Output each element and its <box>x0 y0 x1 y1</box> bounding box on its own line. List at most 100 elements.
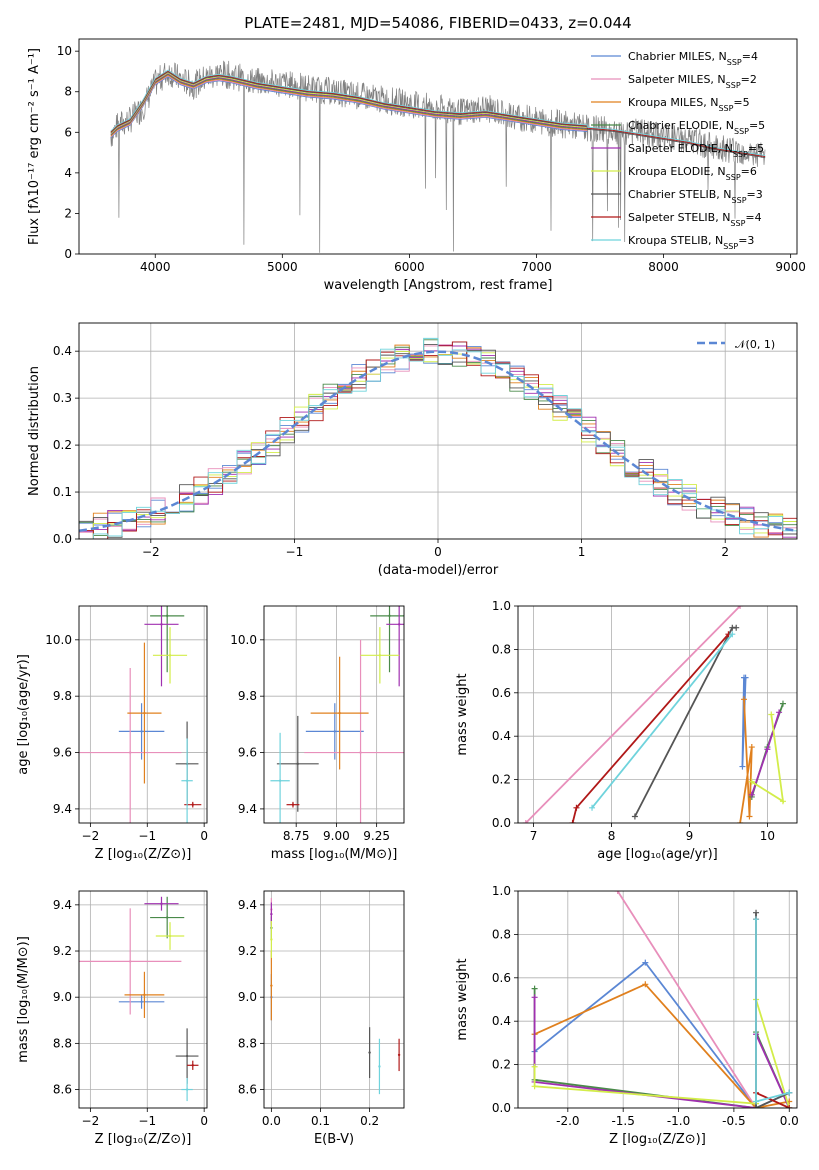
axes-frame <box>263 890 405 1109</box>
y-tick-label: 0.4 <box>53 344 72 358</box>
x-tick-label: 0 <box>200 1114 208 1128</box>
weight-marker <box>573 804 580 811</box>
legend-count: =5 <box>733 96 749 109</box>
x-tick-label: −1 <box>286 545 304 559</box>
y-tick-label: 0.2 <box>492 1058 511 1072</box>
data-point <box>165 916 169 919</box>
panel-mass-age: 8.75 9.00 9.25 9.4 9.6 9.8 10.0 mass [log₁₀(M/M… <box>230 605 405 862</box>
y-tick-label: 9.6 <box>53 746 72 760</box>
weight-line-1 <box>525 606 741 823</box>
weight-line-8 <box>755 919 790 1103</box>
x-tick-label: −2 <box>82 1114 100 1128</box>
legend-subscript: SSP <box>730 219 745 228</box>
y-tick-label: 0.4 <box>492 729 511 743</box>
y-tick-label: 9.4 <box>238 802 257 816</box>
x-tick-label: −2 <box>82 829 100 843</box>
legend-count: =5 <box>748 142 764 155</box>
data-point <box>168 654 172 657</box>
data-point <box>338 711 341 715</box>
legend-label: 𝒩(0, 1) <box>735 338 775 351</box>
weight-marker <box>776 709 783 716</box>
legend-label: Chabrier STELIB, NSSP=3 <box>628 188 763 205</box>
y-tick-label: 8.8 <box>238 1036 257 1050</box>
weight-line-1 <box>616 891 757 1108</box>
data-point <box>165 614 169 618</box>
weight-line-5 <box>533 999 791 1108</box>
y-tick-label: 9.0 <box>238 990 257 1004</box>
legend-label: Chabrier MILES, NSSP=4 <box>628 50 758 67</box>
x-tick-label: -1.5 <box>611 1114 634 1128</box>
weight-marker <box>779 700 786 707</box>
panel-age-weight: 7 8 9 10 0.0 0.2 0.4 0.6 0.8 1.0 age [log₁₀(age/yr… <box>455 599 798 862</box>
y-tick-label: 10 <box>57 44 72 58</box>
panels: Chabrier MILES, NSSP=4 Salpeter MILES, NS… <box>16 38 806 1147</box>
data-point <box>388 614 391 618</box>
x-tick-label: 6000 <box>394 260 425 274</box>
y-tick-label: 8.6 <box>53 1083 72 1097</box>
legend-subscript: SSP <box>732 196 747 205</box>
legend-subscript: SSP <box>727 58 742 67</box>
x-tick-label: −1 <box>138 829 156 843</box>
data-point <box>168 934 172 938</box>
legend-label: Salpeter STELIB, NSSP=4 <box>628 211 762 228</box>
weight-marker <box>768 711 775 718</box>
x-tick-label: 0 <box>200 829 208 843</box>
x-axis-label: Z [log₁₀(Z/Z⊙)] <box>95 847 192 862</box>
y-tick-label: 9.4 <box>238 898 257 912</box>
weight-marker <box>531 994 538 1001</box>
x-axis-label: (data-model)/error <box>378 563 499 578</box>
weight-marker <box>642 981 649 988</box>
panel-Z-weight: -2.0 -1.5 -1.0 -0.5 0.0 0.0 0.2 0.4 0.6 0.8 1.0 Z [… <box>455 884 799 1147</box>
legend-label: Kroupa MILES, NSSP=5 <box>628 96 750 113</box>
weight-marker <box>748 744 755 751</box>
y-tick-label: 1.0 <box>492 884 511 898</box>
y-axis-label: mass weight <box>455 958 470 1040</box>
y-tick-label: 0.0 <box>492 816 511 830</box>
y-tick-label: 1.0 <box>492 599 511 613</box>
weight-marker <box>753 1105 760 1108</box>
plot-area-Z-mass <box>79 891 207 1108</box>
data-point <box>191 803 194 806</box>
x-tick-label: −2 <box>142 545 160 559</box>
panel-EBV-mass: 0.0 0.1 0.2 8.6 8.8 9.0 9.2 9.4 E(B-V) <box>238 890 405 1147</box>
y-tick-label: 6 <box>64 125 72 139</box>
y-tick-label: 8 <box>64 85 72 99</box>
model-spectrum-7 <box>110 70 766 158</box>
y-tick-label: 0.8 <box>492 642 511 656</box>
data-point <box>368 1051 371 1054</box>
model-spectrum-6 <box>110 71 766 159</box>
data-point <box>140 730 143 733</box>
legend-subscript: SSP <box>726 173 741 182</box>
weight-marker <box>737 820 744 823</box>
data-point <box>185 779 189 782</box>
y-tick-label: 9.8 <box>53 689 72 703</box>
legend-count: =3 <box>747 188 763 201</box>
data-point <box>191 1064 194 1067</box>
y-tick-label: 9.2 <box>53 944 72 958</box>
plot-area-spectrum <box>110 60 766 253</box>
data-point <box>143 993 146 997</box>
y-tick-label: 0.3 <box>53 391 72 405</box>
y-tick-label: 0.0 <box>492 1101 511 1115</box>
model-spectrum-0 <box>110 76 588 138</box>
legend-subscript: SSP <box>723 242 738 251</box>
y-tick-label: 0.4 <box>492 1014 511 1028</box>
plot-area-Z-weight <box>518 891 797 1108</box>
panel-Z-mass: −2 −1 0 8.6 8.8 9.0 9.2 9.4 Z [log₁₀(Z/Z⊙)] mass … <box>16 890 208 1147</box>
y-tick-label: 9.8 <box>238 689 257 703</box>
legend-subscript: SSP <box>733 150 748 159</box>
x-tick-label: 1 <box>578 545 586 559</box>
weight-marker <box>589 804 596 811</box>
weight-line-4 <box>750 712 780 796</box>
y-tick-label: 8.6 <box>238 1083 257 1097</box>
panel-Z-age: −2 −1 0 9.4 9.6 9.8 10.0 Z [log₁₀(Z/Z⊙)] age [lo… <box>16 605 208 862</box>
x-tick-label: -2.0 <box>556 1114 579 1128</box>
data-point <box>291 803 295 806</box>
weight-line-7 <box>571 633 730 823</box>
plot-area-residuals <box>79 323 797 539</box>
data-point <box>270 938 273 941</box>
x-axis-label: Z [log₁₀(Z/Z⊙)] <box>95 1132 192 1147</box>
axes-frame <box>263 605 405 824</box>
weight-marker <box>746 813 753 820</box>
legend-count: =5 <box>749 119 765 132</box>
